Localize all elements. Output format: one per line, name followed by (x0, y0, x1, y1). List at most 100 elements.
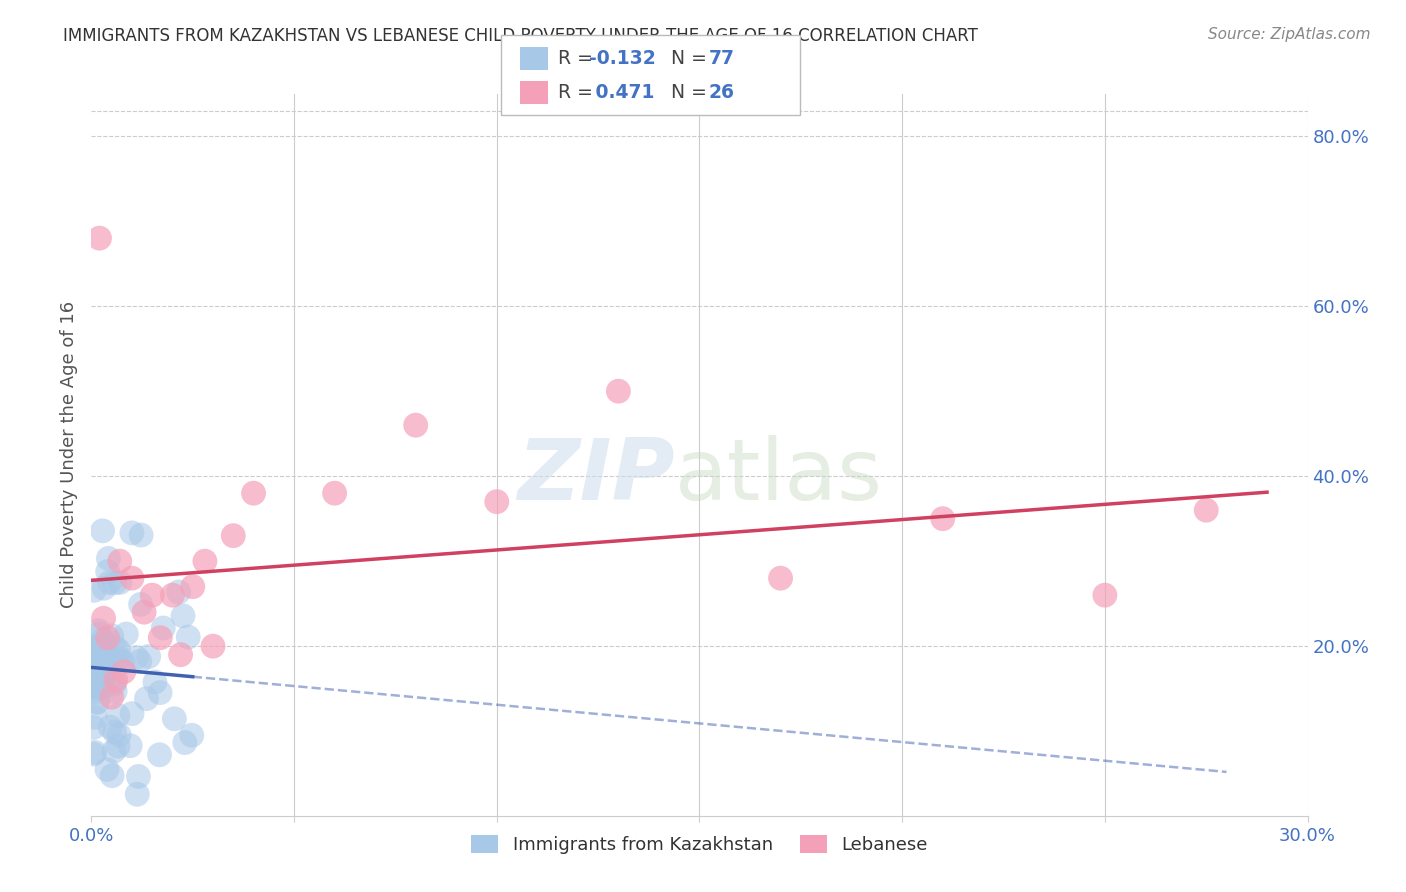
Point (96, 665, 118, 679)
Point (104, 650, 127, 665)
Text: 77: 77 (709, 49, 734, 69)
Point (82, 673, 104, 687)
Text: R =: R = (558, 49, 599, 69)
Point (83, 583, 105, 598)
Point (86, 695, 108, 709)
Point (323, 486, 346, 500)
Point (83, 672, 105, 686)
Point (101, 769, 124, 783)
Point (89, 650, 111, 665)
Point (96, 656, 118, 670)
Point (104, 575, 127, 590)
Point (107, 708, 129, 723)
Point (1195, 503, 1218, 517)
Point (242, 486, 264, 500)
Point (97, 551, 120, 566)
Point (103, 677, 125, 691)
Point (93, 681, 115, 695)
Point (86, 695, 108, 709)
Point (82, 643, 104, 657)
Point (111, 656, 134, 670)
Point (97, 565, 120, 579)
Point (84, 745, 107, 759)
Legend: Immigrants from Kazakhstan, Lebanese: Immigrants from Kazakhstan, Lebanese (464, 828, 935, 862)
Point (91, 524, 114, 538)
Point (143, 675, 166, 690)
Point (181, 580, 204, 594)
Point (104, 684, 127, 698)
Point (121, 525, 143, 540)
Point (112, 665, 135, 679)
Text: N =: N = (659, 49, 713, 69)
Point (97, 631, 120, 645)
Point (172, 608, 194, 623)
Point (405, 418, 427, 433)
Point (82, 747, 104, 761)
Point (84, 642, 107, 657)
Point (82, 721, 104, 735)
Point (86, 646, 108, 660)
Point (82, 680, 104, 694)
Point (93, 611, 115, 625)
Point (121, 571, 143, 585)
Point (108, 651, 131, 665)
Text: 0.471: 0.471 (589, 83, 654, 103)
Point (108, 728, 131, 742)
Point (149, 631, 172, 645)
Point (100, 629, 122, 643)
Point (87, 624, 110, 638)
Point (83, 660, 105, 674)
Point (91, 673, 114, 687)
Point (82, 685, 104, 699)
Text: 26: 26 (709, 83, 734, 103)
Text: ZIP: ZIP (517, 435, 675, 518)
Point (107, 643, 129, 657)
Point (129, 528, 152, 542)
Point (194, 554, 217, 568)
Point (127, 787, 149, 801)
Text: atlas: atlas (675, 435, 883, 518)
Point (108, 575, 131, 590)
Point (93, 636, 115, 650)
Point (162, 588, 184, 602)
Point (103, 724, 125, 739)
Point (90, 680, 112, 694)
Point (108, 554, 131, 568)
Point (100, 690, 122, 705)
Point (129, 598, 152, 612)
Point (173, 735, 195, 749)
Point (135, 691, 157, 706)
Point (149, 685, 172, 699)
Point (163, 712, 186, 726)
Point (84, 710, 107, 724)
Point (107, 739, 129, 754)
Point (91, 632, 114, 647)
Point (132, 605, 155, 619)
Point (931, 511, 953, 525)
Point (202, 639, 225, 653)
Point (90, 668, 112, 682)
Point (167, 585, 190, 599)
Point (89, 659, 111, 673)
Point (180, 728, 202, 742)
Point (115, 627, 138, 641)
Text: -0.132: -0.132 (589, 49, 655, 69)
Point (89, 231, 111, 245)
Point (120, 739, 142, 753)
Point (148, 747, 170, 762)
Point (87, 627, 110, 641)
Point (1094, 588, 1116, 602)
Point (121, 706, 143, 721)
Point (93, 581, 115, 595)
Point (103, 744, 125, 758)
Point (96, 648, 118, 662)
Point (152, 621, 174, 635)
Point (83, 642, 105, 657)
Point (104, 673, 127, 688)
Point (86, 655, 108, 669)
Point (177, 630, 200, 644)
Point (138, 649, 160, 664)
Y-axis label: Child Poverty Under the Age of 16: Child Poverty Under the Age of 16 (59, 301, 77, 608)
Point (222, 529, 245, 543)
Point (128, 654, 150, 668)
